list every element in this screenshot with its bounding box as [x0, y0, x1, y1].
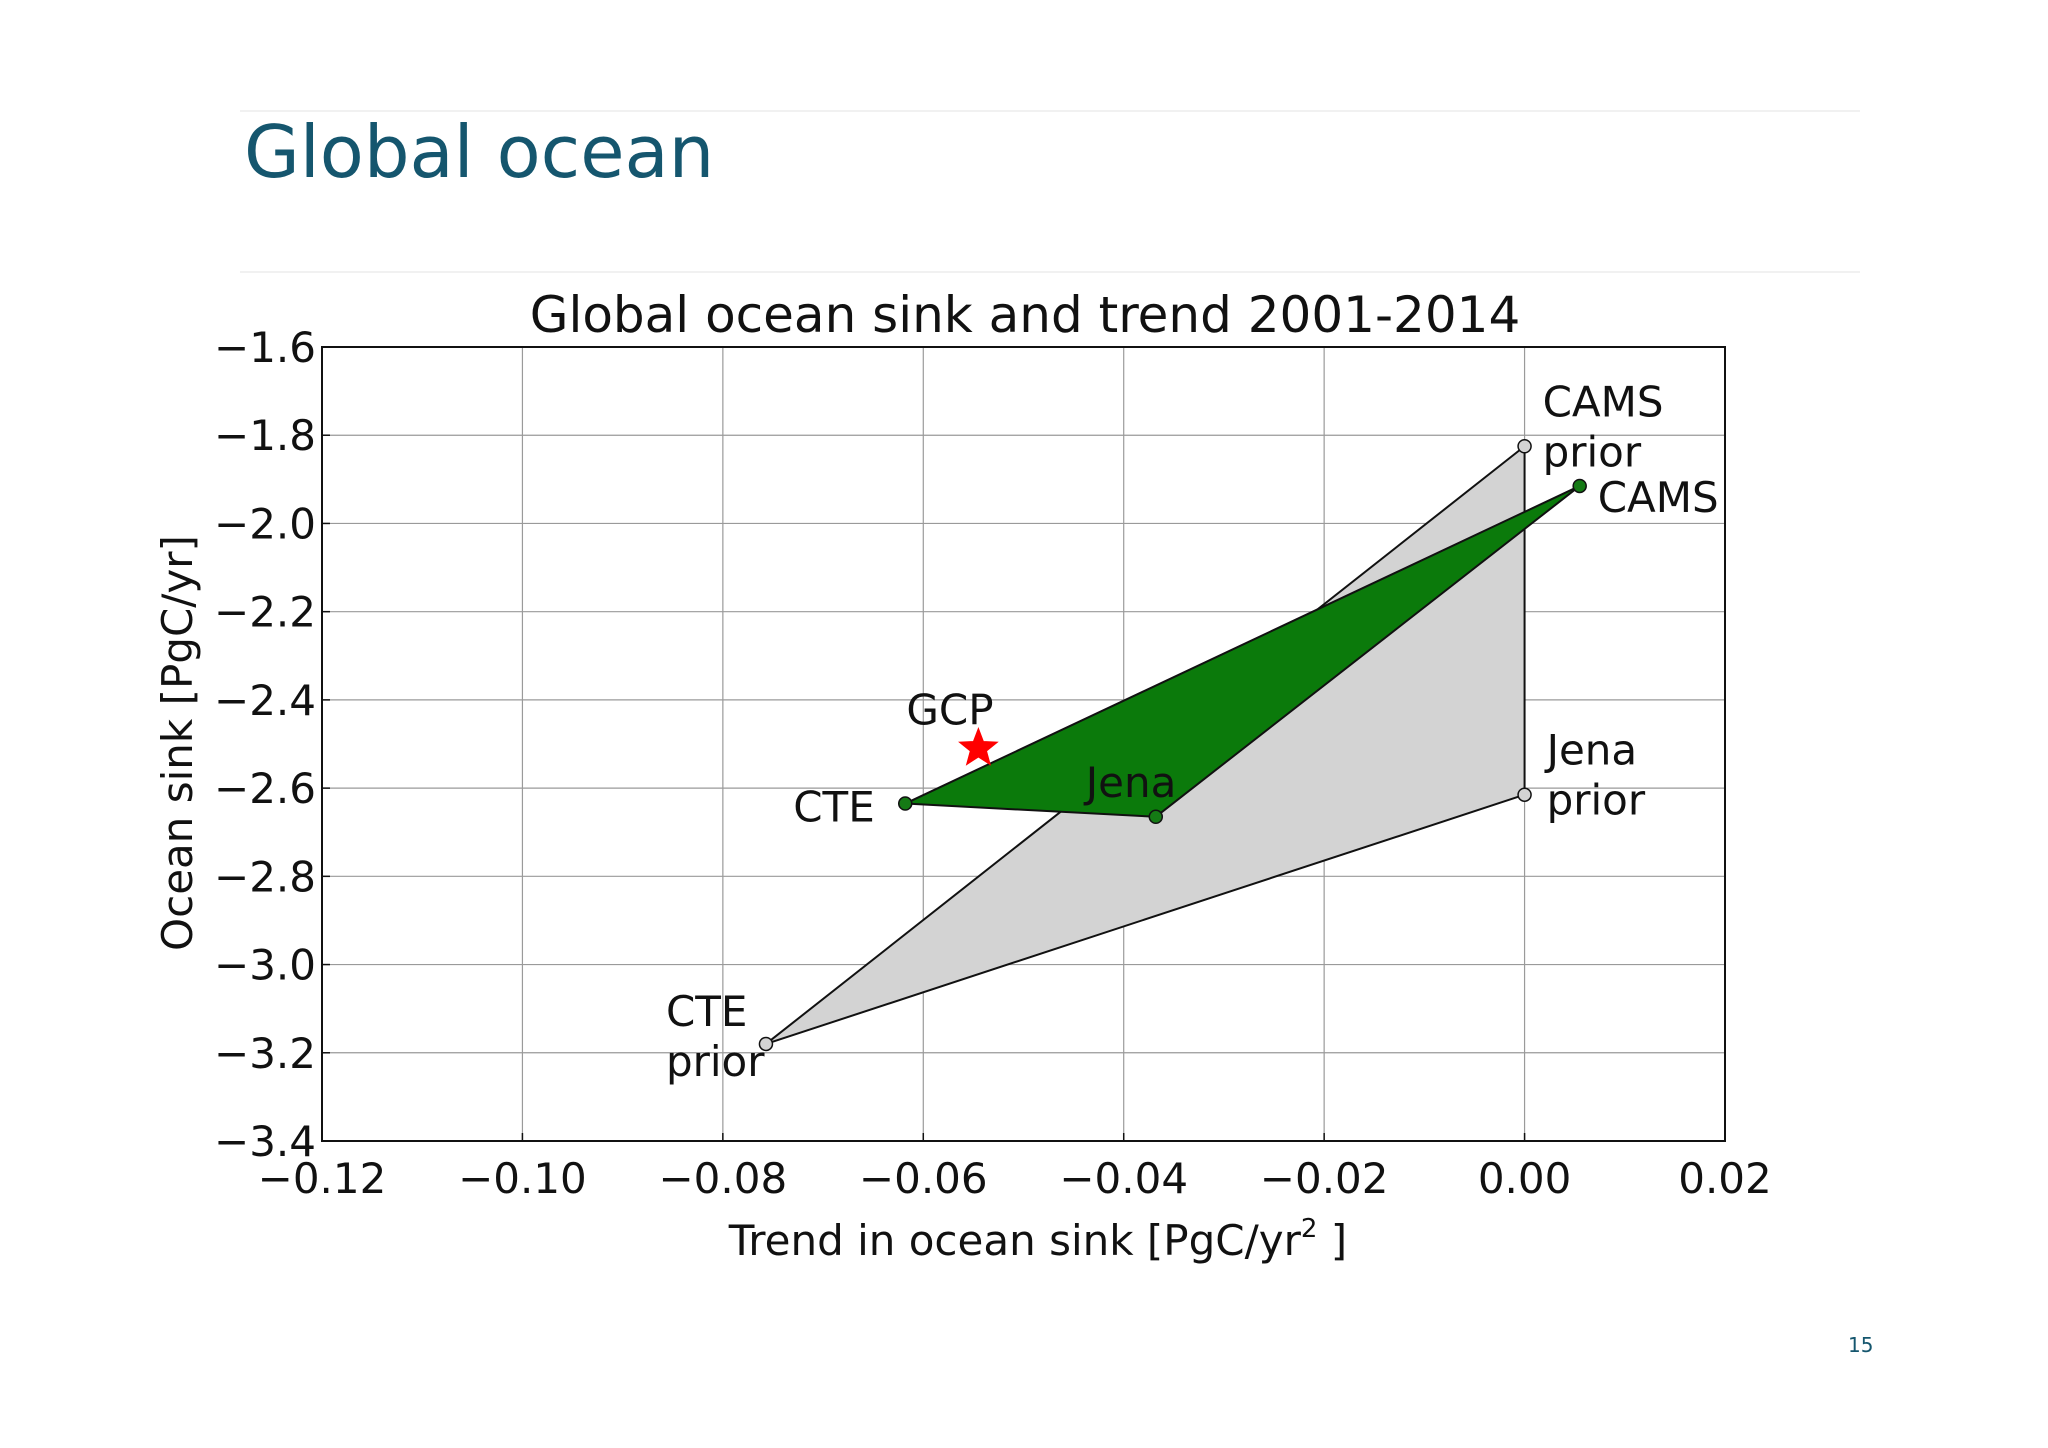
slide-title: Global ocean	[244, 110, 715, 194]
gcp-label: GCP	[906, 685, 993, 734]
x-tick-label: −0.04	[1059, 1154, 1188, 1203]
y-tick-label: −2.2	[214, 588, 316, 637]
x-axis-label: Trend in ocean sink [PgC/yr2 ]	[728, 1214, 1347, 1265]
x-axis-label-suffix: ]	[1317, 1216, 1347, 1265]
x-tick-label: −0.02	[1260, 1154, 1389, 1203]
y-axis-label: Ocean sink [PgC/yr]	[153, 535, 202, 951]
axis-ticks: −0.12 −0.10 −0.08 −0.06 −0.04 −0.02 0.00 0.02 −1…	[214, 323, 1772, 1203]
x-tick-label: −0.10	[458, 1154, 587, 1203]
y-tick-label: −2.4	[214, 676, 316, 725]
header-rule-top	[240, 110, 1860, 112]
x-tick-label: −0.12	[258, 1154, 387, 1203]
y-tick-label: −3.4	[214, 1117, 316, 1166]
data-point	[1572, 478, 1587, 494]
data-point	[897, 796, 913, 811]
point-label: CTE	[793, 783, 875, 832]
x-tick-label: 0.00	[1478, 1154, 1572, 1203]
point-label: CAMS prior	[1543, 377, 1664, 476]
data-markers	[758, 439, 1587, 1052]
series-polygons	[764, 445, 1581, 1045]
point-label: CTE prior	[666, 987, 765, 1086]
data-point	[758, 1036, 774, 1052]
data-point	[1517, 787, 1532, 802]
y-tick-label: −3.2	[214, 1029, 316, 1078]
y-tick-label: −2.6	[214, 764, 316, 813]
x-axis-label-main: Trend in ocean sink [PgC/yr	[728, 1216, 1302, 1265]
point-labels: CTE prior CAMS prior Jena prior CTE CAMS Jena GCP	[666, 377, 1719, 1086]
plot-frame	[321, 346, 1726, 1142]
y-tick-label: −1.8	[214, 411, 316, 460]
y-tick-label: −2.0	[214, 499, 316, 548]
data-point	[1148, 809, 1164, 825]
y-tick-label: −1.6	[214, 323, 316, 372]
x-tick-label: 0.02	[1678, 1154, 1772, 1203]
posterior-polygon	[904, 484, 1581, 818]
y-tick-label: −3.0	[214, 941, 316, 990]
x-tick-label: −0.08	[658, 1154, 787, 1203]
point-label: Jena	[1083, 758, 1177, 807]
y-tick-label: −2.8	[214, 852, 316, 901]
x-axis-label-superscript: 2	[1301, 1214, 1318, 1244]
page-number: 15	[1848, 1333, 1874, 1357]
point-label: Jena prior	[1544, 726, 1646, 825]
x-tick-label: −0.06	[859, 1154, 988, 1203]
chart-title: Global ocean sink and trend 2001-2014	[530, 286, 1521, 344]
data-point	[1517, 439, 1532, 454]
header-rule-bottom	[240, 271, 1860, 273]
gcp-star-marker	[958, 726, 999, 766]
point-label: CAMS	[1598, 473, 1719, 522]
